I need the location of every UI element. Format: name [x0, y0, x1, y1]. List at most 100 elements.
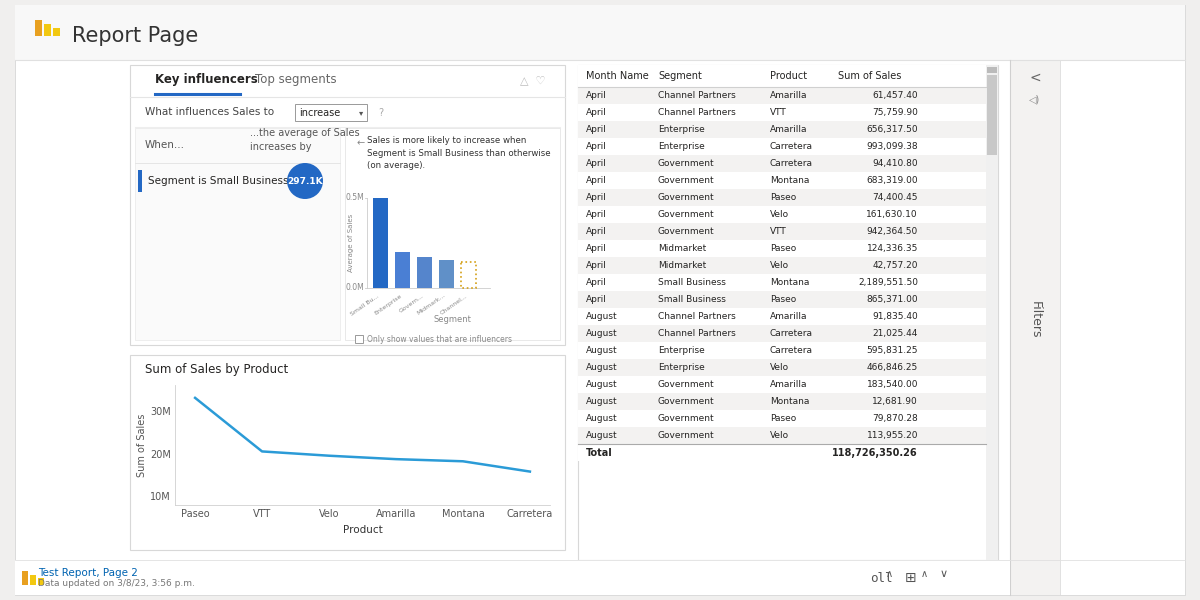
- Text: Enterprise: Enterprise: [658, 363, 704, 372]
- Text: 2,189,551.50: 2,189,551.50: [858, 278, 918, 287]
- Text: Government: Government: [658, 397, 715, 406]
- Bar: [134, 128, 340, 340]
- Bar: [578, 206, 986, 223]
- Text: Midmarket: Midmarket: [658, 261, 707, 270]
- Text: 942,364.50: 942,364.50: [866, 227, 918, 236]
- Text: Government: Government: [658, 227, 715, 236]
- Text: Midmarket: Midmarket: [658, 244, 707, 253]
- Text: April: April: [586, 176, 607, 185]
- Text: Carretera: Carretera: [770, 142, 814, 151]
- Text: April: April: [586, 193, 607, 202]
- Text: 683,319.00: 683,319.00: [866, 176, 918, 185]
- Bar: [986, 67, 997, 73]
- Text: Channel Partners: Channel Partners: [658, 91, 736, 100]
- Text: Enterprise: Enterprise: [658, 346, 704, 355]
- Bar: [578, 189, 986, 206]
- Bar: [578, 308, 986, 325]
- Text: Velo: Velo: [770, 261, 790, 270]
- Text: Velo: Velo: [770, 431, 790, 440]
- Bar: [578, 65, 998, 560]
- Text: Amarilla: Amarilla: [770, 125, 808, 134]
- Text: When...: When...: [145, 140, 185, 150]
- Bar: [30, 575, 36, 585]
- Text: Small Business: Small Business: [658, 295, 726, 304]
- Text: 0.0M: 0.0M: [346, 283, 364, 292]
- Text: 21,025.44: 21,025.44: [872, 329, 918, 338]
- Text: April: April: [586, 244, 607, 253]
- Text: 595,831.25: 595,831.25: [866, 346, 918, 355]
- Text: 297.1K: 297.1K: [287, 176, 323, 185]
- Text: Government: Government: [658, 414, 715, 423]
- Bar: [578, 121, 986, 138]
- Bar: [44, 24, 50, 36]
- Text: Key influencers: Key influencers: [155, 73, 258, 86]
- Bar: [14, 560, 1010, 595]
- Text: 61,457.40: 61,457.40: [872, 91, 918, 100]
- Text: Paseo: Paseo: [770, 193, 797, 202]
- Text: 12,681.90: 12,681.90: [872, 397, 918, 406]
- Bar: [373, 198, 388, 288]
- Text: 118,726,350.26: 118,726,350.26: [833, 448, 918, 457]
- Bar: [578, 342, 986, 359]
- Bar: [578, 410, 986, 427]
- Text: Government: Government: [658, 176, 715, 185]
- Text: Carretera: Carretera: [770, 346, 814, 355]
- Text: 74,400.45: 74,400.45: [872, 193, 918, 202]
- Bar: [578, 359, 986, 376]
- Text: Only show values that are influencers: Only show values that are influencers: [367, 335, 512, 343]
- Text: oll: oll: [870, 571, 893, 584]
- Text: Small Business: Small Business: [658, 278, 726, 287]
- Text: increase: increase: [299, 108, 341, 118]
- Text: Velo: Velo: [770, 210, 790, 219]
- Bar: [355, 335, 364, 343]
- Bar: [130, 65, 565, 345]
- Text: Paseo: Paseo: [770, 295, 797, 304]
- Text: Sum of Sales: Sum of Sales: [838, 71, 901, 81]
- Text: ∨: ∨: [940, 569, 948, 579]
- Text: ...the average of Sales
increases by: ...the average of Sales increases by: [250, 128, 360, 152]
- Bar: [578, 223, 986, 240]
- Text: April: April: [586, 159, 607, 168]
- Text: Sum of Sales by Product: Sum of Sales by Product: [145, 364, 288, 377]
- Text: Government: Government: [658, 380, 715, 389]
- Text: Montana: Montana: [770, 278, 809, 287]
- Text: ∧: ∧: [886, 569, 893, 579]
- Text: 993,099.38: 993,099.38: [866, 142, 918, 151]
- Text: Carretera: Carretera: [770, 159, 814, 168]
- Text: Filters: Filters: [1028, 301, 1042, 339]
- Text: Test Report, Page 2: Test Report, Page 2: [38, 568, 138, 578]
- Text: April: April: [586, 227, 607, 236]
- Bar: [578, 138, 986, 155]
- Text: Channel...: Channel...: [439, 293, 468, 316]
- Text: 183,540.00: 183,540.00: [866, 380, 918, 389]
- Bar: [578, 240, 986, 257]
- Text: April: April: [586, 295, 607, 304]
- Text: Total: Total: [586, 448, 613, 457]
- Text: Product: Product: [770, 71, 808, 81]
- Text: Montana: Montana: [770, 397, 809, 406]
- Text: August: August: [586, 431, 618, 440]
- Bar: [38, 578, 44, 585]
- Text: Channel Partners: Channel Partners: [658, 108, 736, 117]
- Text: Paseo: Paseo: [770, 244, 797, 253]
- Text: April: April: [586, 91, 607, 100]
- Bar: [578, 376, 986, 393]
- Text: August: August: [586, 397, 618, 406]
- Text: ◁): ◁): [1030, 95, 1040, 105]
- Bar: [578, 87, 986, 104]
- Bar: [439, 260, 454, 288]
- Bar: [578, 104, 986, 121]
- Text: August: August: [586, 312, 618, 321]
- Text: VTT: VTT: [770, 227, 787, 236]
- Text: 865,371.00: 865,371.00: [866, 295, 918, 304]
- Text: 94,410.80: 94,410.80: [872, 159, 918, 168]
- Text: Segment: Segment: [658, 71, 702, 81]
- Text: Government: Government: [658, 210, 715, 219]
- Text: Government: Government: [658, 159, 715, 168]
- Text: 91,835.40: 91,835.40: [872, 312, 918, 321]
- Bar: [22, 571, 28, 585]
- Text: ∧: ∧: [922, 569, 928, 579]
- Bar: [138, 170, 142, 192]
- Text: <: <: [1030, 71, 1040, 85]
- Text: ⊞: ⊞: [905, 571, 917, 585]
